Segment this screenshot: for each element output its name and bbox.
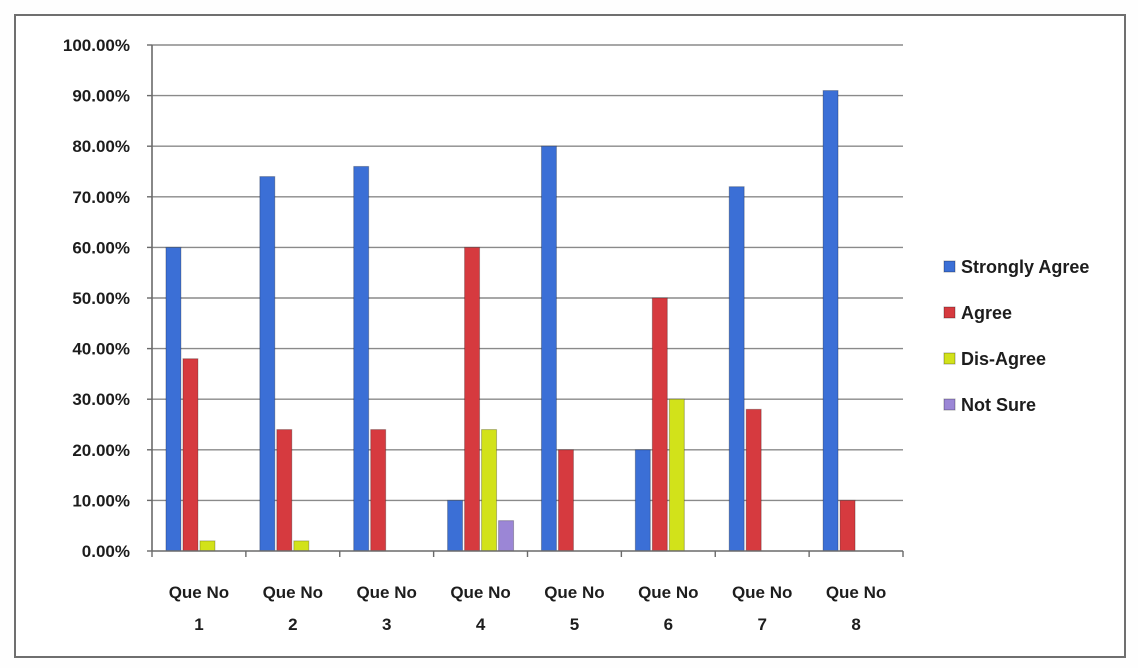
category-label-line2: 4 [476,615,486,634]
legend-swatch-not-sure [943,398,956,411]
category-label-line1: Que No [732,583,792,602]
category-label-line2: 5 [570,615,579,634]
category-label-line2: 7 [757,615,766,634]
bar-dis-agree-4 [481,429,498,552]
legend-swatch-strongly-agree [943,260,956,273]
legend-swatch-agree [943,306,956,319]
bar-strongly-agree-2 [259,176,276,552]
bar-agree-5 [557,449,574,552]
bar-dis-agree-6 [668,398,685,552]
bar-not-sure-4 [498,520,515,552]
bar-agree-2 [276,429,293,552]
category-label-line2: 1 [194,615,203,634]
legend-label-dis-agree: Dis-Agree [961,349,1046,369]
y-tick-labels: 0.00% 10.00% 20.00% 30.00% 40.00% 50.00% 60.00… [63,36,130,561]
bar-strongly-agree-6 [634,449,651,552]
legend-label-strongly-agree: Strongly Agree [961,257,1089,277]
x-category-labels: Que No 1 Que No 2 Que No 3 Que No 4 Que No 5 Que N… [169,583,887,634]
bar-strongly-agree-7 [728,186,745,552]
y-tick-label: 0.00% [82,542,130,561]
category-label-line1: Que No [450,583,510,602]
y-tick-label: 50.00% [72,289,130,308]
y-tick-label: 90.00% [72,87,130,106]
bar-strongly-agree-1 [165,246,182,552]
y-tick-label: 60.00% [72,238,130,257]
legend-swatch-dis-agree [943,352,956,365]
bar-agree-6 [651,297,668,552]
bar-dis-agree-2 [293,540,310,552]
bar-agree-1 [182,358,199,552]
category-label-line1: Que No [826,583,886,602]
bar-agree-7 [745,408,762,552]
y-tick-label: 70.00% [72,188,130,207]
bars [165,90,856,552]
legend-label-agree: Agree [961,303,1012,323]
y-tick-label: 20.00% [72,441,130,460]
category-label-line1: Que No [544,583,604,602]
bar-agree-3 [370,429,387,552]
y-tick-label: 80.00% [72,137,130,156]
bar-strongly-agree-4 [447,499,464,552]
category-label-line1: Que No [169,583,229,602]
category-label-line1: Que No [356,583,416,602]
bar-agree-8 [839,499,856,552]
bar-dis-agree-1 [199,540,216,552]
category-label-line2: 3 [382,615,391,634]
legend: Strongly Agree Agree Dis-Agree Not Sure [943,257,1089,415]
bar-strongly-agree-5 [540,145,557,552]
category-label-line2: 2 [288,615,297,634]
category-label-line2: 8 [851,615,860,634]
category-label-line2: 6 [664,615,673,634]
bar-agree-4 [464,246,481,552]
y-tick-label: 30.00% [72,390,130,409]
bar-strongly-agree-3 [353,165,370,552]
y-tick-label: 100.00% [63,36,130,55]
legend-label-not-sure: Not Sure [961,395,1036,415]
category-label-line1: Que No [638,583,698,602]
y-tick-label: 40.00% [72,340,130,359]
axes [147,44,904,557]
bar-strongly-agree-8 [822,90,839,552]
y-tick-label: 10.00% [72,491,130,510]
category-label-line1: Que No [263,583,323,602]
